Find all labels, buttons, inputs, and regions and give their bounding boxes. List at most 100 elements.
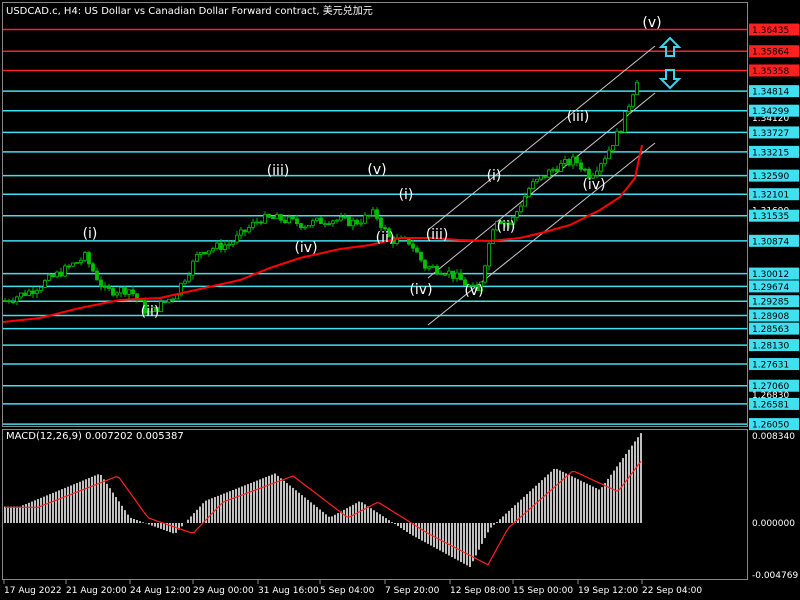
candle-body: [59, 271, 63, 277]
price-label-box: [749, 145, 799, 158]
wave-label: (v): [642, 15, 661, 31]
wave-label: (ii): [497, 219, 516, 235]
price-label-box: [749, 418, 799, 431]
candle-body: [503, 222, 507, 225]
wave-label: (iv): [582, 177, 605, 193]
time-label: 31 Aug 16:00: [258, 586, 319, 596]
price-label-box: [749, 267, 799, 280]
wave-labels: (i) (ii) (iii) (iv) (v) (i) (ii) (iii) (iv) (v) (i…: [83, 15, 662, 320]
candle-body: [279, 214, 283, 221]
macd-indicator: 0.008340 0.000000 -0.004769: [4, 432, 798, 581]
candle-body: [419, 251, 423, 261]
candle-body: [87, 252, 91, 265]
candle-body: [195, 254, 199, 262]
candle-body: [343, 216, 347, 219]
wave-label: (ii): [141, 304, 160, 320]
trend-channel: [427, 45, 656, 326]
chart-title: USDCAD.c, H4: US Dollar vs Canadian Doll…: [6, 6, 373, 17]
candle-body: [151, 306, 155, 313]
candle-body: [259, 221, 263, 224]
candle-body: [499, 221, 503, 225]
candle-body: [291, 216, 295, 220]
time-label: 17 Aug 2022: [4, 586, 62, 596]
candle-body: [443, 273, 447, 276]
candle-body: [327, 223, 331, 226]
candle-body: [167, 298, 171, 303]
candle-body: [35, 290, 39, 294]
candle-body: [495, 221, 499, 231]
candle-body: [219, 242, 223, 250]
price-label: 1.35864: [752, 48, 789, 58]
candle-body: [487, 243, 491, 267]
wave-label: (iii): [267, 163, 290, 179]
wave-label: (i): [399, 187, 414, 203]
candle-body: [599, 163, 603, 172]
candle-body: [455, 272, 459, 279]
candle-body: [551, 168, 555, 171]
price-label: 1.28563: [752, 325, 789, 335]
price-candles: [3, 79, 639, 317]
arrow-up-icon: [658, 36, 682, 57]
candle-body: [203, 251, 207, 255]
candle-body: [115, 292, 119, 296]
candle-body: [319, 217, 323, 225]
time-label: 5 Sep 04:00: [320, 586, 375, 596]
candle-body: [283, 219, 287, 224]
candle-body: [367, 214, 371, 217]
candle-body: [547, 169, 551, 178]
candle-body: [355, 219, 359, 225]
candle-body: [31, 290, 35, 294]
candle-body: [107, 286, 111, 289]
price-label: 1.32590: [752, 172, 789, 182]
candle-body: [607, 149, 611, 160]
candle-body: [83, 252, 87, 261]
candle-body: [507, 222, 511, 225]
candle-body: [611, 145, 615, 151]
candle-body: [143, 300, 147, 314]
candle-body: [339, 216, 343, 221]
price-label: 1.34814: [752, 88, 789, 98]
time-label: 15 Sep 00:00: [513, 586, 573, 596]
candle-body: [307, 224, 311, 228]
candle-body: [111, 288, 115, 296]
price-label-box: [749, 295, 799, 308]
candle-body: [231, 241, 235, 245]
time-label: 21 Aug 20:00: [66, 586, 127, 596]
candle-body: [171, 298, 175, 301]
price-label: 1.26050: [752, 421, 789, 431]
candle-body: [579, 162, 583, 170]
candle-body: [163, 301, 167, 304]
price-label: 1.32101: [752, 191, 789, 201]
candle-body: [439, 273, 443, 275]
candle-body: [11, 301, 15, 303]
candle-body: [287, 216, 291, 224]
candle-body: [239, 229, 243, 236]
candle-body: [211, 248, 215, 252]
candle-body: [255, 221, 259, 224]
candle-body: [71, 262, 75, 267]
price-label: 1.28130: [752, 342, 789, 352]
wave-label: (iii): [567, 109, 590, 125]
candle-body: [451, 270, 455, 279]
candle-body: [311, 220, 315, 226]
price-label: 1.31535: [752, 212, 789, 222]
candle-body: [263, 213, 267, 224]
price-label: 1.33215: [752, 148, 789, 158]
price-label: 1.34120: [752, 114, 789, 124]
candle-body: [543, 175, 547, 178]
candle-body: [519, 205, 523, 213]
candle-body: [447, 270, 451, 275]
candle-body: [235, 234, 239, 243]
time-label: 19 Sep 12:00: [578, 586, 638, 596]
candle-body: [215, 242, 219, 249]
candle-body: [615, 130, 619, 146]
candle-body: [79, 259, 83, 263]
candle-body: [359, 222, 363, 225]
price-label: 1.27060: [752, 382, 789, 392]
candle-body: [99, 279, 103, 287]
candle-body: [383, 227, 387, 230]
candle-body: [303, 226, 307, 229]
candle-body: [415, 247, 419, 253]
candle-body: [147, 311, 151, 314]
